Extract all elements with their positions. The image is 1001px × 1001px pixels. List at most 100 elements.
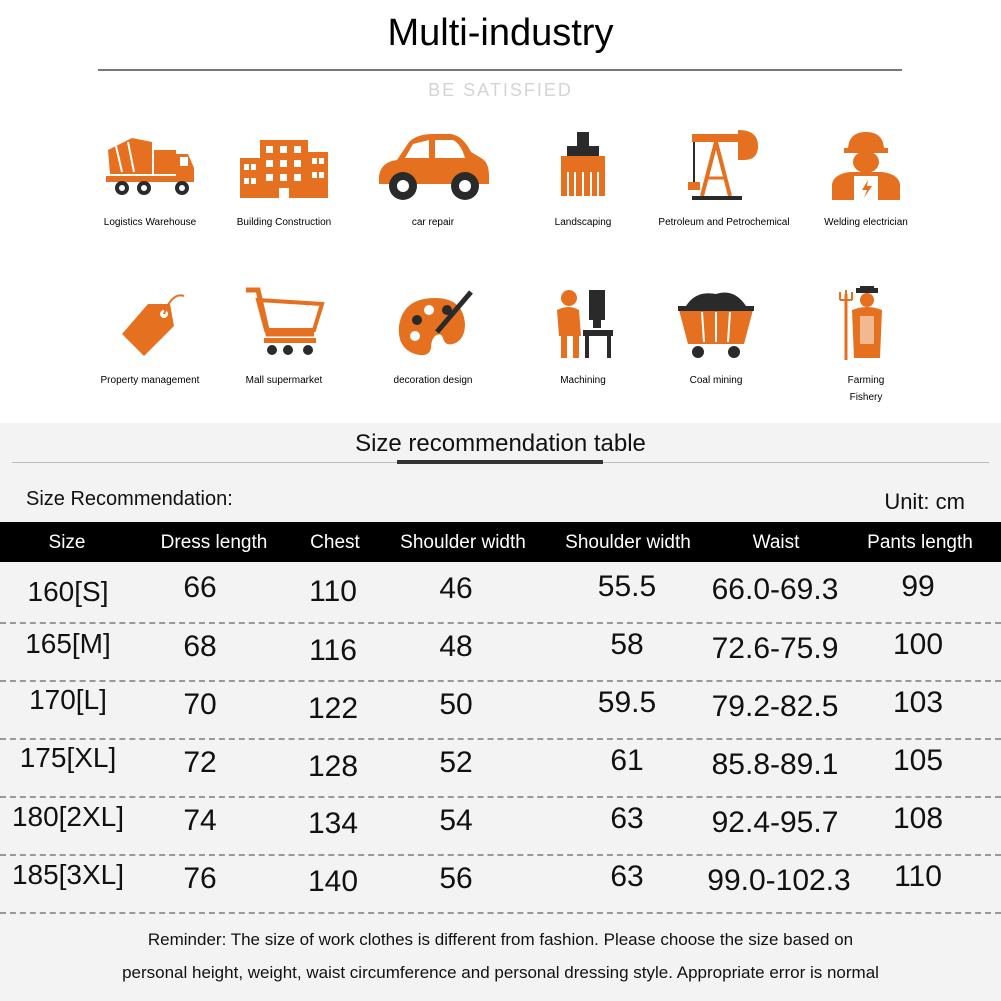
dress-length-cell: 68 — [183, 630, 217, 663]
dress-length-cell: 74 — [183, 804, 217, 837]
column-header: Chest — [310, 532, 360, 553]
industry-label: Coal mining — [689, 375, 743, 386]
size-recommendation-label: Size Recommendation: — [26, 488, 233, 510]
shoulder-width-cell: 61 — [610, 744, 644, 777]
title-divider — [98, 69, 902, 71]
dress-length-cell: 70 — [183, 688, 217, 721]
size-cell: 165[M] — [25, 628, 111, 659]
oil-pump-icon — [688, 130, 758, 200]
industry-property-management: Property management — [75, 286, 225, 389]
reminder-line-1: Reminder: The size of work clothes is di… — [147, 930, 854, 949]
waist-cell: 79.2-82.5 — [711, 690, 839, 723]
size-table-title: Size recommendation table — [355, 430, 646, 457]
electrician-icon — [832, 132, 900, 200]
building-icon — [240, 140, 328, 198]
chest-cell: 128 — [307, 750, 359, 783]
brush-icon — [561, 132, 605, 196]
chest-cell: 116 — [309, 634, 357, 667]
industry-label: Property management — [100, 375, 200, 386]
industry-label: Building Construction — [236, 217, 332, 228]
dress-length-cell: 66 — [183, 571, 217, 604]
shoulder-width-cell: 63 — [610, 802, 644, 835]
shoulder-width-cell: 48 — [439, 630, 473, 663]
car-icon — [379, 134, 489, 200]
industry-logistics-warehouse: Logistics Warehouse — [75, 128, 225, 231]
mine-cart-icon — [678, 292, 754, 358]
industry-label: Machining — [560, 375, 606, 386]
pants-length-cell: 105 — [892, 744, 944, 777]
column-header: Size — [48, 532, 86, 553]
machinist-icon — [557, 290, 613, 358]
column-header: Waist — [752, 532, 800, 553]
pants-length-cell: 99 — [901, 570, 935, 603]
cement-truck-icon — [106, 138, 194, 195]
table-row: 180[2XL] 74 134 54 63 92.4-95.7 108 — [0, 796, 1001, 856]
pants-length-cell: 110 — [894, 860, 942, 893]
table-row: 185[3XL] 76 140 56 63 99.0-102.3 110 — [0, 854, 1001, 914]
size-cell: 180[2XL] — [11, 801, 125, 832]
industry-welding-electrician: Welding electrician — [791, 128, 941, 231]
industry-label-line1: Farming — [847, 375, 885, 386]
unit-label: Unit: cm — [884, 489, 965, 514]
table-row: 160[S] 66 110 46 55.5 66.0-69.3 99 — [0, 564, 1001, 624]
industry-label-line2: Fishery — [849, 392, 883, 403]
shoulder-width-cell: 50 — [439, 688, 473, 721]
chest-cell: 110 — [309, 575, 357, 608]
industry-coal-mining: Coal mining — [641, 286, 791, 389]
column-header: Shoulder width — [565, 532, 691, 553]
industry-building-construction: Building Construction — [209, 128, 359, 231]
size-cell: 160[S] — [27, 576, 109, 607]
pants-length-cell: 100 — [892, 628, 944, 661]
industry-label: decoration design — [393, 375, 473, 386]
pants-length-cell: 103 — [892, 686, 944, 719]
shopping-cart-icon — [246, 287, 325, 355]
industry-label: car repair — [411, 217, 455, 228]
industry-mall-supermarket: Mall supermarket — [209, 286, 359, 389]
waist-cell: 92.4-95.7 — [711, 806, 839, 839]
size-cell: 185[3XL] — [11, 859, 125, 890]
industry-farming-fishery: Farming Fishery — [791, 286, 941, 406]
industry-label: Farming Fishery — [791, 372, 941, 406]
section-title-underline — [397, 460, 603, 464]
industry-label: Petroleum and Petrochemical — [658, 217, 790, 228]
shoulder-width-cell: 55.5 — [597, 570, 657, 603]
price-tag-icon — [122, 294, 185, 356]
industry-label: Landscaping — [554, 217, 612, 228]
column-header: Pants length — [867, 532, 973, 553]
column-header: Dress length — [160, 532, 268, 553]
industry-landscaping: Landscaping — [508, 128, 658, 231]
size-cell: 170[L] — [29, 684, 107, 715]
farmer-icon — [839, 286, 882, 360]
dress-length-cell: 72 — [183, 746, 217, 779]
table-row: 165[M] 68 116 48 58 72.6-75.9 100 — [0, 622, 1001, 682]
chest-cell: 122 — [307, 692, 359, 725]
shoulder-width-cell: 63 — [610, 860, 644, 893]
reminder-line-2: personal height, weight, waist circumfer… — [122, 963, 879, 982]
waist-cell: 85.8-89.1 — [711, 748, 839, 781]
shoulder-width-cell: 56 — [439, 862, 473, 895]
table-row: 175[XL] 72 128 52 61 85.8-89.1 105 — [0, 738, 1001, 798]
industry-label: Mall supermarket — [245, 375, 323, 386]
table-row: 170[L] 70 122 50 59.5 79.2-82.5 103 — [0, 680, 1001, 740]
size-cell: 175[XL] — [19, 742, 117, 773]
paint-palette-icon — [398, 290, 473, 356]
page-title: Multi-industry — [387, 12, 614, 54]
shoulder-width-cell: 52 — [439, 746, 473, 779]
pants-length-cell: 108 — [892, 802, 944, 835]
size-table-header: Size Dress length Chest Shoulder width S… — [0, 522, 1001, 562]
shoulder-width-cell: 58 — [610, 628, 644, 661]
page-subtitle: BE SATISFIED — [428, 80, 573, 100]
size-section-background — [0, 423, 1001, 1001]
industry-label: Welding electrician — [824, 217, 908, 228]
column-header: Shoulder width — [400, 532, 526, 553]
industry-decoration-design: decoration design — [358, 286, 508, 389]
chest-cell: 140 — [307, 865, 359, 898]
shoulder-width-cell: 46 — [439, 572, 473, 605]
industry-label: Logistics Warehouse — [103, 217, 197, 228]
shoulder-width-cell: 54 — [439, 804, 473, 837]
shoulder-width-cell: 59.5 — [597, 686, 657, 719]
waist-cell: 99.0-102.3 — [707, 864, 851, 897]
industry-petroleum: Petroleum and Petrochemical — [649, 128, 799, 231]
chest-cell: 134 — [307, 807, 359, 840]
dress-length-cell: 76 — [183, 862, 217, 895]
